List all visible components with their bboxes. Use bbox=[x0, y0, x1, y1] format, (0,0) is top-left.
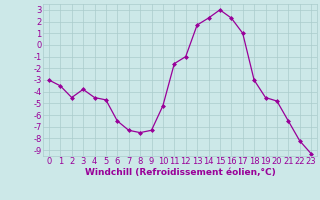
X-axis label: Windchill (Refroidissement éolien,°C): Windchill (Refroidissement éolien,°C) bbox=[84, 168, 276, 177]
